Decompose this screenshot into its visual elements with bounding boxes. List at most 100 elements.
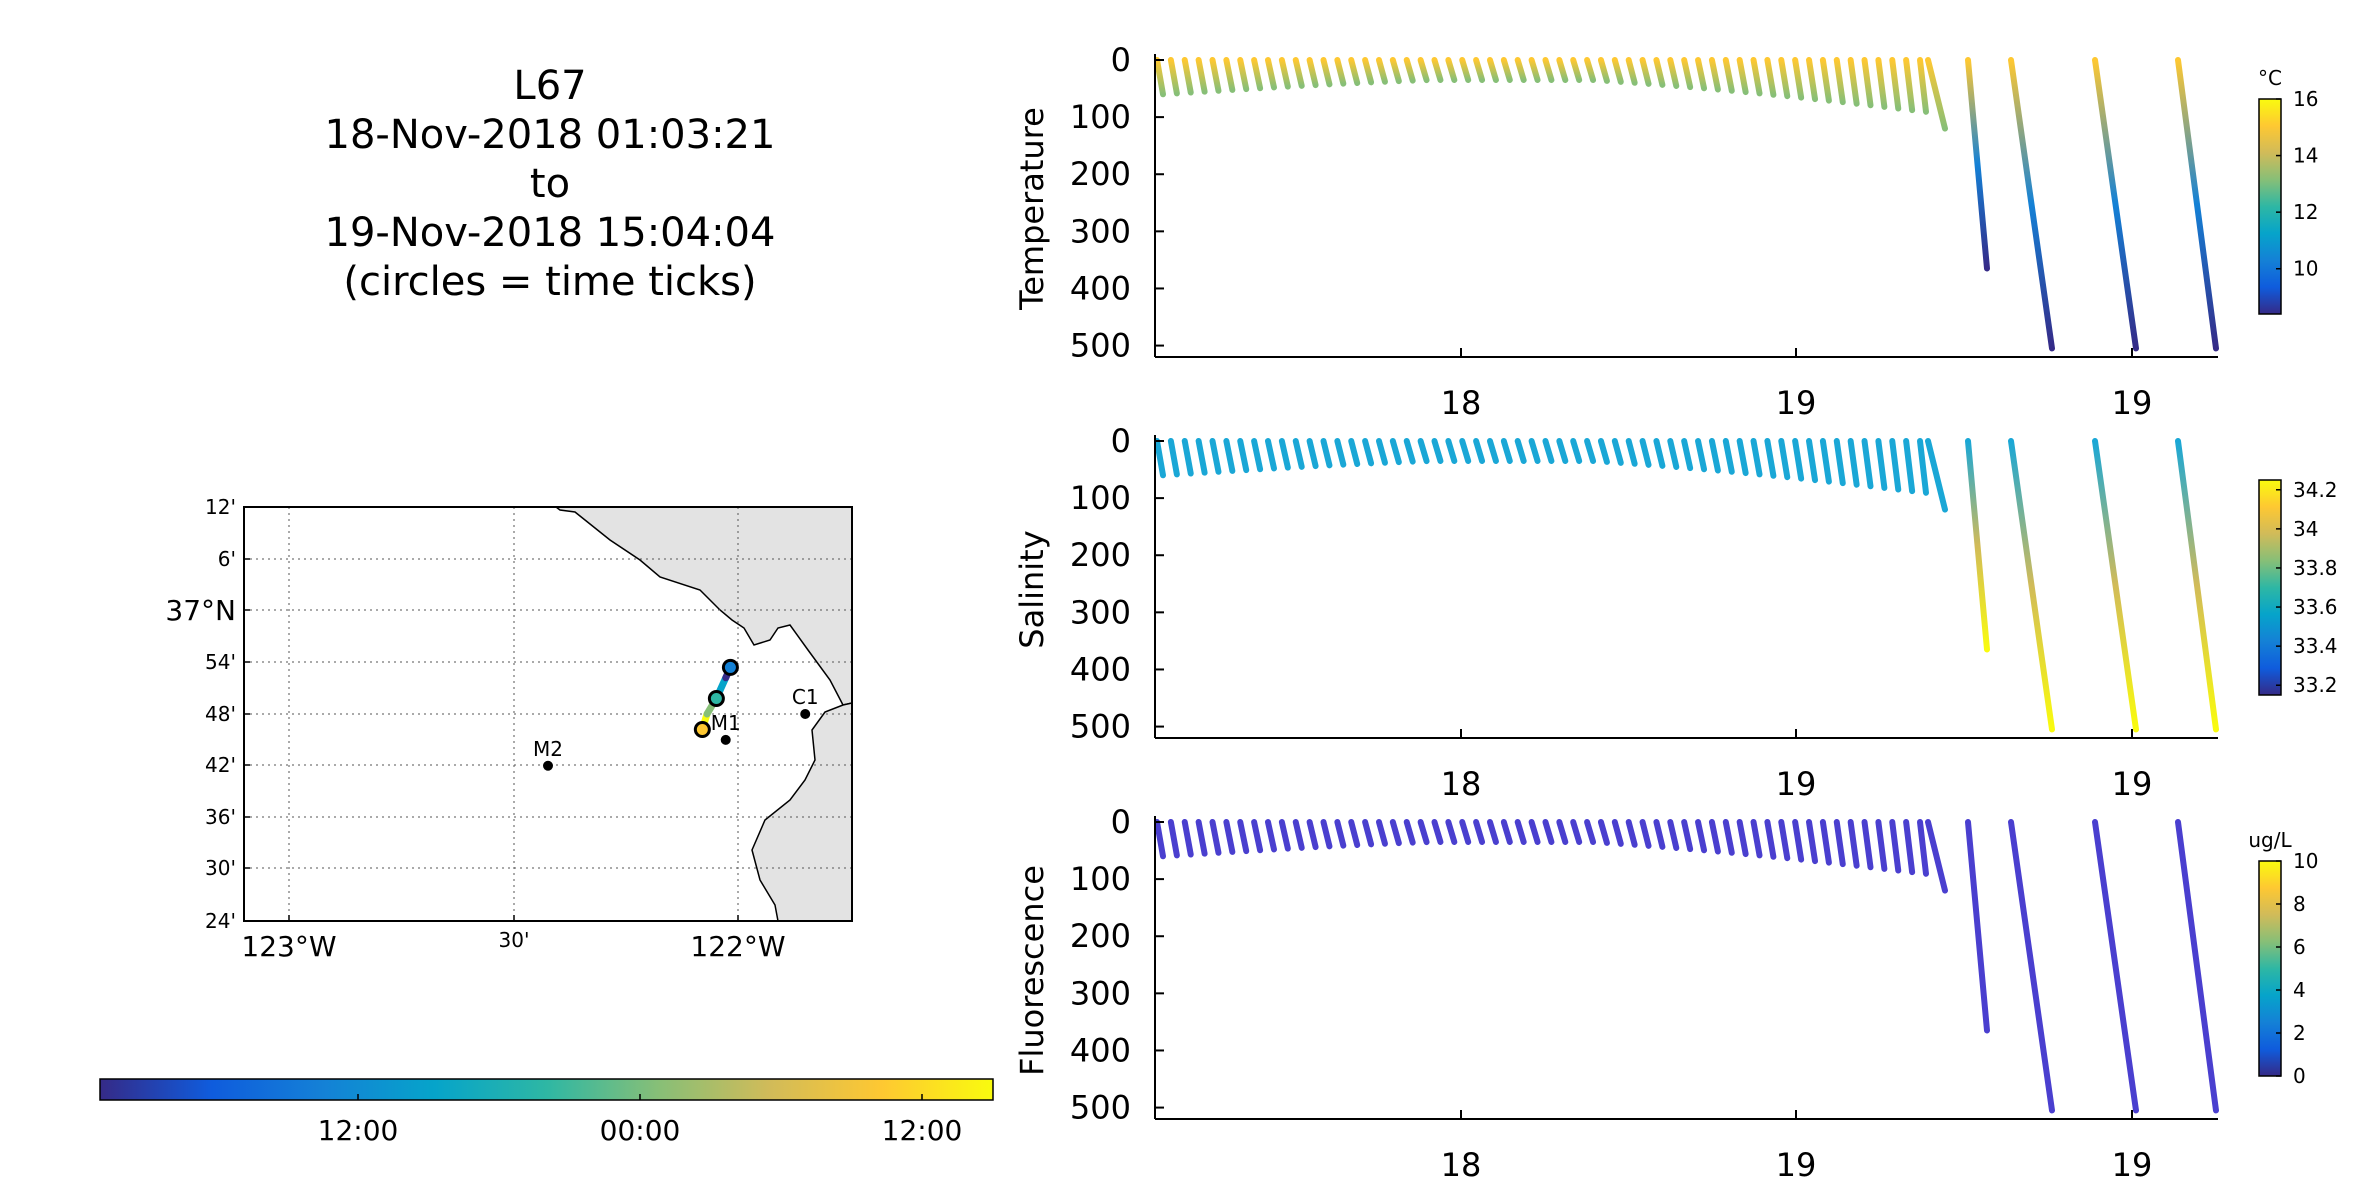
y-tick-label: 200 [1070, 155, 1131, 193]
x-tick-label: 19 [1776, 1146, 1817, 1181]
profile-stroke [1806, 819, 1819, 865]
colorbar-tick-label: 10 [2293, 849, 2318, 873]
profile-stroke [1556, 819, 1569, 845]
y-tick-label: 0 [1111, 803, 1131, 841]
profile-stroke [1570, 819, 1583, 845]
profile-stroke [1348, 57, 1361, 86]
y-axis-label: Salinity [1013, 530, 1051, 648]
profile-stroke [1653, 819, 1666, 850]
profile-stroke [1611, 819, 1624, 847]
profile-stroke [1167, 438, 1180, 478]
profile-stroke [1181, 819, 1194, 858]
profile-stroke [1154, 438, 1166, 479]
profile-stroke [1334, 57, 1347, 87]
profile-stroke [1389, 819, 1402, 847]
map-lat-label: 54' [205, 650, 236, 674]
y-tick-label: 300 [1070, 974, 1131, 1012]
time-colorbar-label: 12:00 [882, 1114, 963, 1147]
profile-stroke [1292, 819, 1305, 851]
profile-stroke [1556, 57, 1569, 83]
profile-stroke [1362, 819, 1375, 848]
profile-panel-1: 0 100 200 300 400 500 18 19 19 Temperature 10 12 14 1… [1013, 41, 2318, 422]
profile-stroke [1625, 57, 1638, 86]
profile-stroke [1445, 57, 1458, 83]
profile-stroke [1306, 57, 1319, 89]
profile-stroke [1417, 57, 1430, 84]
map-lat-label: 6' [218, 547, 236, 571]
title-line-1: L67 [513, 63, 587, 109]
profile-stroke [1403, 57, 1416, 84]
profile-stroke [1625, 819, 1638, 848]
profile-stroke [1722, 438, 1735, 475]
profile-stroke [1570, 438, 1583, 464]
profile-stroke [1348, 819, 1361, 848]
profile-stroke [1473, 438, 1486, 464]
colorbar-tick-label: 6 [2293, 935, 2306, 959]
colorbar-tick-label: 33.8 [2293, 556, 2338, 580]
time-tick-circle [693, 721, 711, 739]
profile-stroke [1389, 57, 1402, 85]
profile-stroke [1903, 819, 1916, 876]
profile-stroke [1445, 819, 1458, 845]
colorbar-1 [2258, 98, 2282, 315]
profile-stroke [1251, 438, 1264, 473]
profile-stroke [1251, 57, 1264, 92]
profile-stroke [1861, 57, 1874, 109]
map-lat-label: 12' [205, 495, 236, 519]
profile-stroke [2092, 819, 2139, 1114]
profile-stroke [1514, 438, 1527, 464]
profile-stroke [1667, 438, 1680, 470]
profile-stroke [1917, 57, 1929, 115]
x-tick-label: 19 [1776, 765, 1817, 803]
profile-stroke [2175, 819, 2219, 1114]
map-panel: 12' 6' 37°N 54' 48' 42' 36' 30' 24'123°W 30' 122°W… [165, 495, 853, 963]
profile-stroke [1473, 819, 1486, 845]
time-colorbar-label: 00:00 [600, 1114, 681, 1147]
map-lat-label: 37°N [165, 594, 236, 627]
profile-stroke [1778, 819, 1791, 862]
colorbar-tick-label: 10 [2293, 257, 2318, 281]
station-marker-m2 [543, 760, 553, 771]
x-tick-label: 19 [2112, 765, 2153, 803]
y-tick-label: 400 [1070, 269, 1131, 307]
colorbar-tick-label: 4 [2293, 978, 2306, 1002]
y-tick-label: 100 [1070, 98, 1131, 136]
colorbar-3 [2258, 860, 2282, 1077]
profile-stroke [1584, 819, 1597, 846]
profile-stroke [1154, 57, 1166, 98]
profile-stroke [1445, 438, 1458, 464]
y-tick-label: 500 [1070, 327, 1131, 365]
time-colorbar: 12:00 00:00 12:00 [99, 1078, 994, 1147]
profile-stroke [1278, 57, 1291, 90]
colorbar-tick-label: 8 [2293, 892, 2306, 916]
profile-stroke [1500, 438, 1513, 464]
profile-stroke [1875, 438, 1888, 491]
profile-stroke [1306, 819, 1319, 851]
profile-stroke [1320, 57, 1333, 88]
x-tick-label: 18 [1441, 384, 1482, 422]
profile-stroke [1778, 57, 1791, 100]
profile-stroke [1514, 819, 1527, 845]
title-line-2: 18-Nov-2018 01:03:21 [324, 112, 776, 158]
profile-stroke [1514, 57, 1527, 83]
station-marker-m1 [720, 734, 731, 745]
profile-stroke [1209, 819, 1222, 856]
profile-stroke [1903, 57, 1916, 114]
profile-stroke [1528, 819, 1541, 845]
profile-stroke [1223, 819, 1236, 855]
profile-stroke [1362, 438, 1375, 467]
y-tick-label: 500 [1070, 1089, 1131, 1127]
profile-stroke [1736, 819, 1749, 858]
profile-stroke [1917, 438, 1929, 496]
colorbar-unit: ug/L [2248, 828, 2292, 852]
profile-stroke [1237, 57, 1250, 93]
profile-stroke [2175, 57, 2219, 352]
profile-stroke [1500, 819, 1513, 845]
profile-stroke [1847, 57, 1860, 107]
y-tick-label: 300 [1070, 593, 1131, 631]
profile-stroke [1431, 819, 1444, 845]
profile-panel-2: 0 100 200 300 400 500 18 19 19 Salinity 33.2 33.4 33… [1013, 422, 2338, 803]
profile-stroke [1925, 819, 1948, 894]
